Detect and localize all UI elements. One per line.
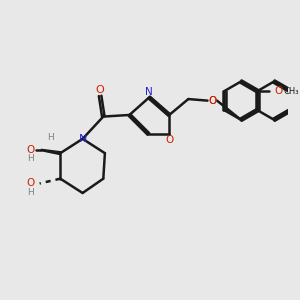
Text: O: O: [208, 96, 216, 106]
Text: O: O: [275, 86, 283, 96]
Text: H: H: [27, 188, 34, 197]
Text: O: O: [165, 135, 173, 145]
Text: CH₃: CH₃: [284, 87, 299, 96]
Text: O: O: [27, 178, 35, 188]
Text: H: H: [47, 133, 54, 142]
Text: N: N: [145, 87, 153, 97]
Text: N: N: [78, 134, 87, 144]
Text: H: H: [27, 154, 34, 164]
Text: O: O: [27, 145, 35, 155]
Text: O: O: [208, 96, 216, 106]
Polygon shape: [41, 149, 60, 154]
Text: O: O: [96, 85, 104, 95]
